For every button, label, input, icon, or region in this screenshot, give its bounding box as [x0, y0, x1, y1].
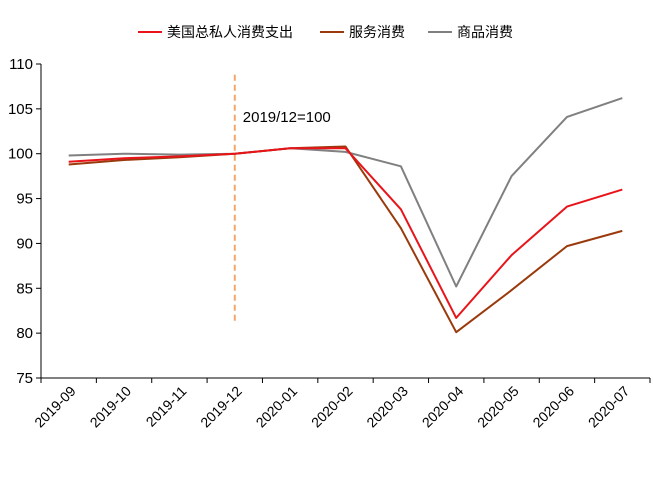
legend-item-services: 服务消费	[320, 22, 405, 42]
legend-label-goods: 商品消费	[457, 25, 513, 41]
legend-label-total-pce: 美国总私人消费支出	[167, 25, 293, 41]
x-tick-label: 2020-03	[363, 383, 411, 431]
x-tick-label: 2019-09	[31, 383, 79, 431]
x-tick-label: 2019-10	[87, 383, 135, 431]
x-tick-label: 2019-12	[197, 383, 245, 431]
y-tick-label: 90	[16, 235, 33, 252]
legend-label-services: 服务消费	[349, 25, 405, 41]
series-line-total-pce	[68, 147, 623, 319]
annotation-layer: 2019/12=100	[233, 74, 331, 323]
y-tick-label: 75	[16, 370, 33, 387]
y-tick-label: 110	[9, 56, 33, 73]
x-tick-label: 2020-01	[253, 383, 301, 431]
legend-item-goods: 商品消费	[428, 22, 513, 42]
x-tick-label: 2019-11	[143, 383, 190, 430]
x-tick-label: 2020-04	[419, 383, 467, 431]
legend-swatch-goods	[428, 31, 452, 33]
series-line-goods	[68, 97, 623, 288]
legend: 美国总私人消费支出 服务消费 商品消费	[0, 22, 653, 46]
legend-item-total-pce: 美国总私人消费支出	[138, 22, 293, 42]
y-tick-label: 80	[16, 325, 33, 342]
legend-swatch-services	[320, 31, 344, 33]
y-tick-label: 95	[16, 191, 33, 208]
legend-swatch-total-pce	[138, 31, 162, 33]
x-tick-label: 2020-07	[585, 383, 633, 431]
y-tick-label: 100	[8, 146, 33, 163]
y-tick-label: 85	[16, 280, 33, 297]
y-tick-label: 105	[8, 101, 33, 118]
x-tick-label: 2020-06	[529, 383, 577, 431]
series-line-services	[68, 145, 623, 334]
x-tick-label: 2020-02	[308, 383, 356, 431]
x-tick-label: 2020-05	[474, 383, 522, 431]
baseline-annotation: 2019/12=100	[243, 109, 331, 126]
series-layer	[68, 97, 623, 334]
